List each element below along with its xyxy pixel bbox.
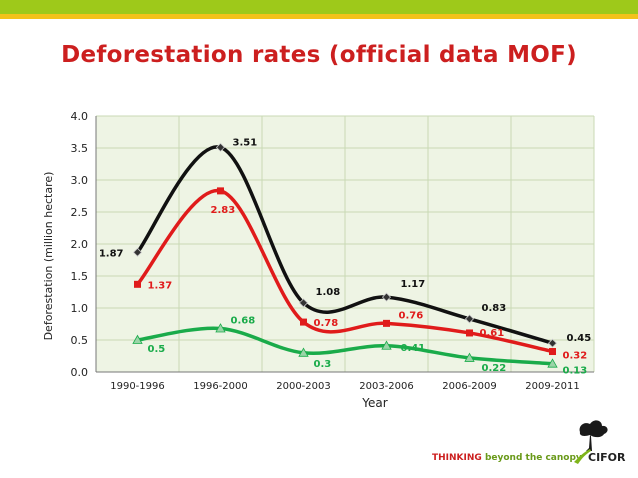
data-point-marker bbox=[466, 329, 473, 337]
x-tick-label: 2009-2011 bbox=[525, 381, 580, 392]
data-label: 0.3 bbox=[314, 359, 332, 370]
tagline-strong: THINKING bbox=[432, 453, 482, 463]
data-point-marker bbox=[217, 187, 224, 195]
tagline-rest: beyond the canopy bbox=[484, 453, 582, 463]
data-label: 0.45 bbox=[567, 333, 592, 344]
y-tick-label: 3.0 bbox=[71, 174, 89, 187]
top-accent-bar bbox=[0, 0, 638, 14]
data-point-marker bbox=[383, 319, 390, 327]
data-point-marker bbox=[547, 358, 558, 368]
x-tick-label: 1990-1996 bbox=[110, 381, 165, 392]
data-label: 1.37 bbox=[148, 280, 173, 291]
data-point-marker bbox=[464, 314, 475, 324]
slide-title: Deforestation rates (official data MOF) bbox=[61, 42, 577, 68]
y-axis-label: Deforestation (million hectare) bbox=[42, 172, 55, 341]
x-tick-label: 1996-2000 bbox=[193, 381, 248, 392]
data-point-marker bbox=[549, 348, 556, 356]
data-label: 0.13 bbox=[563, 366, 588, 377]
data-point-marker bbox=[215, 142, 226, 152]
data-label: 3.51 bbox=[233, 137, 258, 148]
data-label: 0.32 bbox=[563, 351, 588, 362]
data-point-marker bbox=[547, 338, 558, 348]
data-label: 0.76 bbox=[399, 310, 424, 321]
x-tick-label: 2006-2009 bbox=[442, 381, 497, 392]
x-tick-label: 2003-2006 bbox=[359, 381, 414, 392]
data-point-marker bbox=[132, 247, 143, 257]
data-point-marker bbox=[300, 318, 307, 326]
y-tick-label: 0.5 bbox=[71, 334, 89, 347]
y-tick-label: 0.0 bbox=[71, 366, 89, 379]
data-point-marker bbox=[298, 298, 309, 308]
data-point-marker bbox=[134, 280, 141, 288]
y-tick-label: 1.0 bbox=[71, 302, 89, 315]
series-line bbox=[137, 326, 553, 366]
y-tick-label: 2.0 bbox=[71, 238, 89, 251]
data-label: 2.83 bbox=[211, 205, 236, 216]
data-point-marker bbox=[381, 292, 392, 302]
data-point-marker bbox=[464, 352, 475, 362]
data-point-marker bbox=[132, 334, 143, 344]
data-point-marker bbox=[298, 347, 309, 357]
data-label: 1.17 bbox=[401, 279, 426, 290]
cifor-logo-text: CIFOR bbox=[588, 451, 626, 464]
y-tick-label: 3.5 bbox=[71, 142, 89, 155]
footer-tagline: THINKING beyond the canopy bbox=[432, 453, 582, 463]
data-label: 1.87 bbox=[99, 248, 124, 259]
data-label: 0.41 bbox=[401, 343, 426, 354]
y-tick-label: 4.0 bbox=[71, 110, 89, 123]
y-tick-label: 2.5 bbox=[71, 206, 89, 219]
data-label: 1.08 bbox=[316, 287, 341, 298]
data-label: 0.22 bbox=[482, 363, 507, 374]
data-point-marker bbox=[381, 340, 392, 350]
y-tick-label: 1.5 bbox=[71, 270, 89, 283]
x-axis-label: Year bbox=[361, 396, 387, 410]
data-point-marker bbox=[215, 323, 226, 333]
data-label: 0.83 bbox=[482, 303, 507, 314]
data-label: 0.5 bbox=[148, 344, 166, 355]
top-accent-stripe bbox=[0, 14, 638, 19]
x-tick-label: 2000-2003 bbox=[276, 381, 331, 392]
data-label: 0.68 bbox=[231, 315, 256, 326]
cifor-tree-icon bbox=[574, 420, 608, 464]
data-label: 0.78 bbox=[314, 318, 339, 329]
data-label: 0.61 bbox=[480, 328, 505, 339]
